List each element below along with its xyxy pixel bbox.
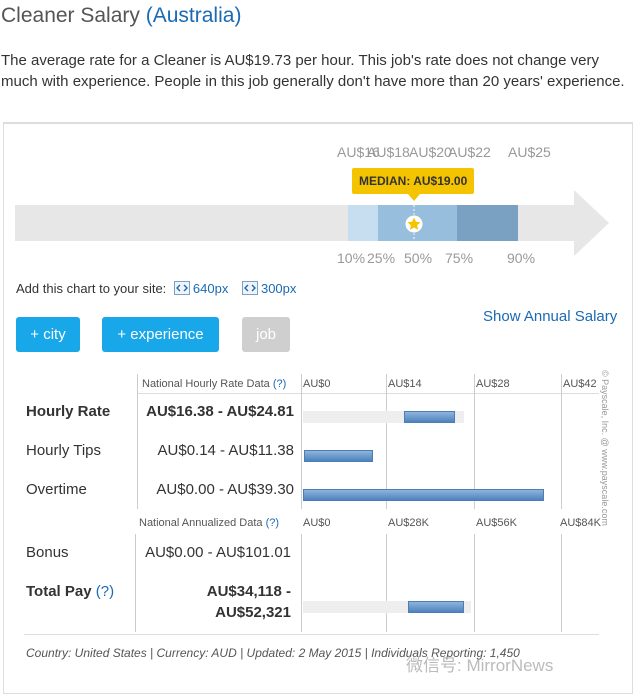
total-pay-text: Total Pay [26,583,92,600]
hourly-label-divider [137,374,138,509]
hourly-grid-line [561,374,562,509]
overtime-bar [303,489,545,501]
hourly-grid-line [474,374,475,509]
annual-grid-line [561,534,562,632]
add-city-button[interactable]: + city [16,317,80,352]
embed-640-link[interactable]: 640px [173,281,229,296]
title-text: Cleaner Salary [1,4,140,27]
wechat-watermark: 微信号: MirrorNews [406,656,554,675]
percentile-label: 50% [404,250,433,266]
hourly-rate-value: AU$16.38 - AU$24.81 [146,403,294,420]
hourly-header-label: National Hourly Rate Data [142,378,270,390]
overtime-value: AU$0.00 - AU$39.30 [156,481,294,498]
median-badge: MEDIAN: AU$19.00 [352,168,475,194]
total-pay-help-link[interactable]: (?) [95,583,115,600]
hourly-tips-label: Hourly Tips [26,442,102,459]
hourly-table-header: National Hourly Rate Data (?) [142,378,286,390]
bonus-label: Bonus [26,544,69,561]
tick-label: AU$18 [367,144,410,160]
tick-label: AU$20 [409,144,452,160]
hourly-grid-line [386,374,387,509]
annual-grid-line [386,534,387,632]
hourly-rate-bar [403,411,456,423]
bonus-value: AU$0.00 - AU$101.01 [145,544,291,561]
hourly-axis-label: AU$28 [476,378,510,390]
show-annual-salary-link[interactable]: Show Annual Salary [483,308,618,325]
range-10-25 [348,205,378,241]
annual-axis-label: AU$84K [560,517,601,529]
range-75-90 [457,205,518,241]
annual-axis-label: AU$0 [303,517,331,529]
total-pay-label: Total Pay (?) [26,583,114,600]
payscale-credit: © Payscale, Inc. @ www.payscale.com [600,370,610,526]
embed-row: Add this chart to your site: 640px 300px [16,281,296,296]
hourly-help-link[interactable]: (?) [272,378,287,390]
embed-640-label: 640px [192,281,229,296]
annual-help-link[interactable]: (?) [265,517,280,529]
embed-code-icon [241,281,258,295]
total-pay-value-line1: AU$34,118 - [206,583,291,600]
tick-label: AU$25 [508,144,551,160]
annual-axis-label: AU$28K [388,517,429,529]
embed-code-icon [173,281,190,295]
location-link[interactable]: (Australia) [145,4,242,27]
annual-axis-label: AU$56K [476,517,517,529]
job-button[interactable]: job [242,317,290,352]
tick-label: AU$22 [448,144,491,160]
add-experience-button[interactable]: + experience [102,317,219,352]
total-pay-value-line2: AU$52,321 [215,604,291,621]
percentile-label: 10% [337,250,366,266]
footer-rule [24,634,599,635]
hourly-axis-label: AU$14 [388,378,422,390]
percentile-label: 90% [507,250,536,266]
intro-paragraph: The average rate for a Cleaner is AU$19.… [1,52,625,90]
annual-bar-divider [301,534,302,632]
hourly-axis-label: AU$42 [563,378,597,390]
hourly-tips-bar [303,450,373,462]
embed-300-link[interactable]: 300px [241,281,297,296]
percentile-label: 25% [367,250,396,266]
distribution-arrow-chart [15,190,609,256]
annual-header-label: National Annualized Data [139,517,263,529]
page-title: Cleaner Salary (Australia) [1,4,241,28]
embed-300-label: 300px [260,281,297,296]
hourly-bar-divider [301,374,302,509]
total-pay-bar [407,601,464,613]
hourly-axis-label: AU$0 [303,378,331,390]
percentile-label: 75% [445,250,474,266]
embed-label: Add this chart to your site: [16,281,167,296]
annual-table-header: National Annualized Data (?) [139,517,279,529]
annual-label-divider [135,534,136,632]
hourly-tips-value: AU$0.14 - AU$11.38 [157,442,294,459]
star-icon [407,217,421,230]
tick-label: AU$16 [337,144,380,160]
annual-grid-line [474,534,475,632]
hourly-rate-label: Hourly Rate [26,403,111,420]
salary-chart-panel: AU$16 AU$18 AU$20 AU$22 AU$25 MEDIAN: AU… [3,122,633,694]
overtime-label: Overtime [26,481,87,498]
distribution-arrow [15,190,609,256]
footer-text: Country: United States | Currency: AUD |… [26,646,520,660]
median-badge-pointer [408,194,420,201]
hourly-header-rule [137,393,599,394]
